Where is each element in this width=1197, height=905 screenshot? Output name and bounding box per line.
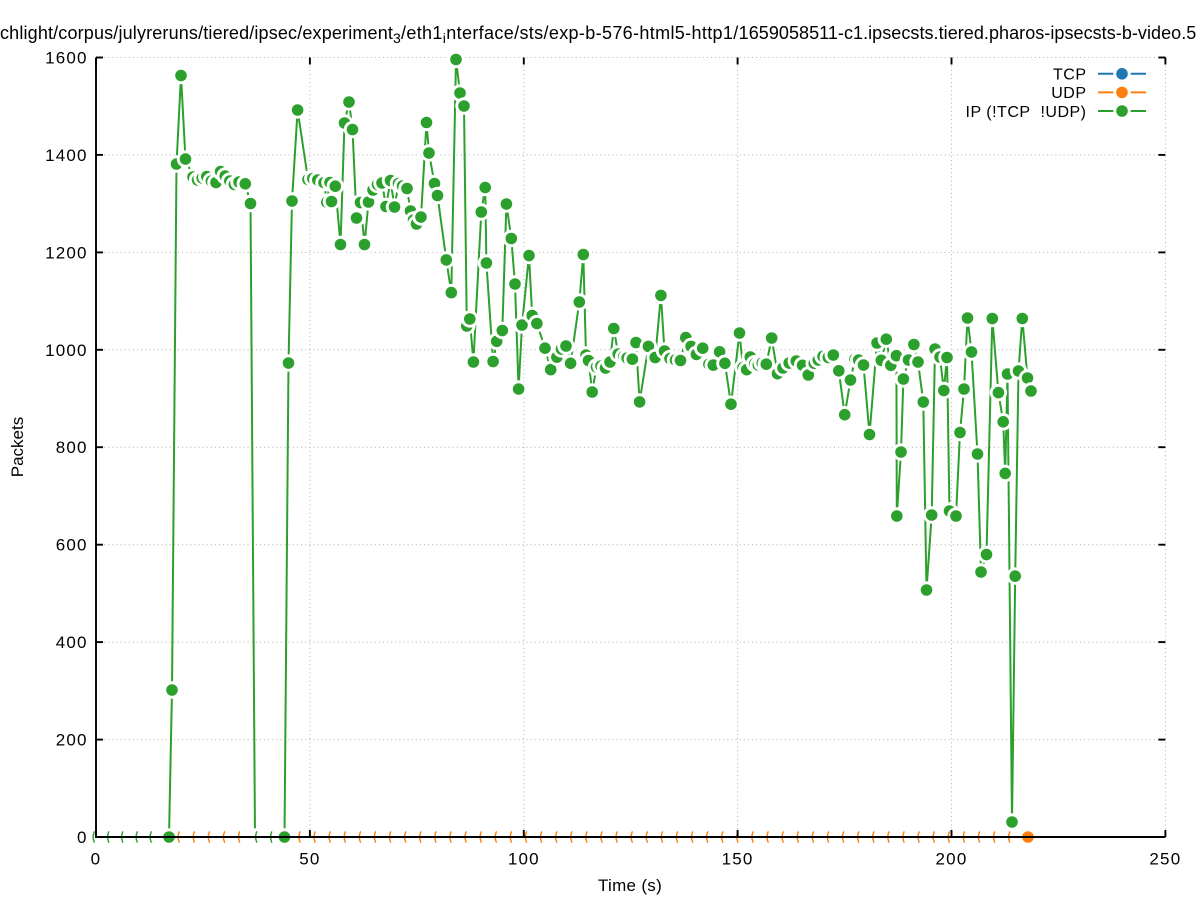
svg-text:IP (!TCP !UDP): IP (!TCP !UDP) <box>966 104 1087 121</box>
svg-text:TCP: TCP <box>1053 67 1087 84</box>
svg-text:150: 150 <box>722 850 754 869</box>
svg-text:1400: 1400 <box>45 146 88 165</box>
svg-text:250: 250 <box>1149 850 1181 869</box>
svg-text:0: 0 <box>77 828 88 847</box>
svg-text:1600: 1600 <box>45 49 88 68</box>
svg-text:chlight/corpus/julyreruns/tier: chlight/corpus/julyreruns/tiered/ipsec/e… <box>0 23 1197 46</box>
svg-text:UDP: UDP <box>1051 85 1086 102</box>
svg-text:50: 50 <box>299 850 320 869</box>
svg-text:0: 0 <box>91 850 102 869</box>
svg-text:200: 200 <box>56 731 88 750</box>
svg-text:1000: 1000 <box>45 341 88 360</box>
svg-text:600: 600 <box>56 536 88 555</box>
svg-text:400: 400 <box>56 633 88 652</box>
svg-text:Time (s): Time (s) <box>598 876 662 895</box>
svg-text:800: 800 <box>56 438 88 457</box>
svg-text:Packets: Packets <box>8 417 27 477</box>
svg-text:100: 100 <box>508 850 540 869</box>
svg-text:1200: 1200 <box>45 243 88 262</box>
svg-text:200: 200 <box>936 850 968 869</box>
